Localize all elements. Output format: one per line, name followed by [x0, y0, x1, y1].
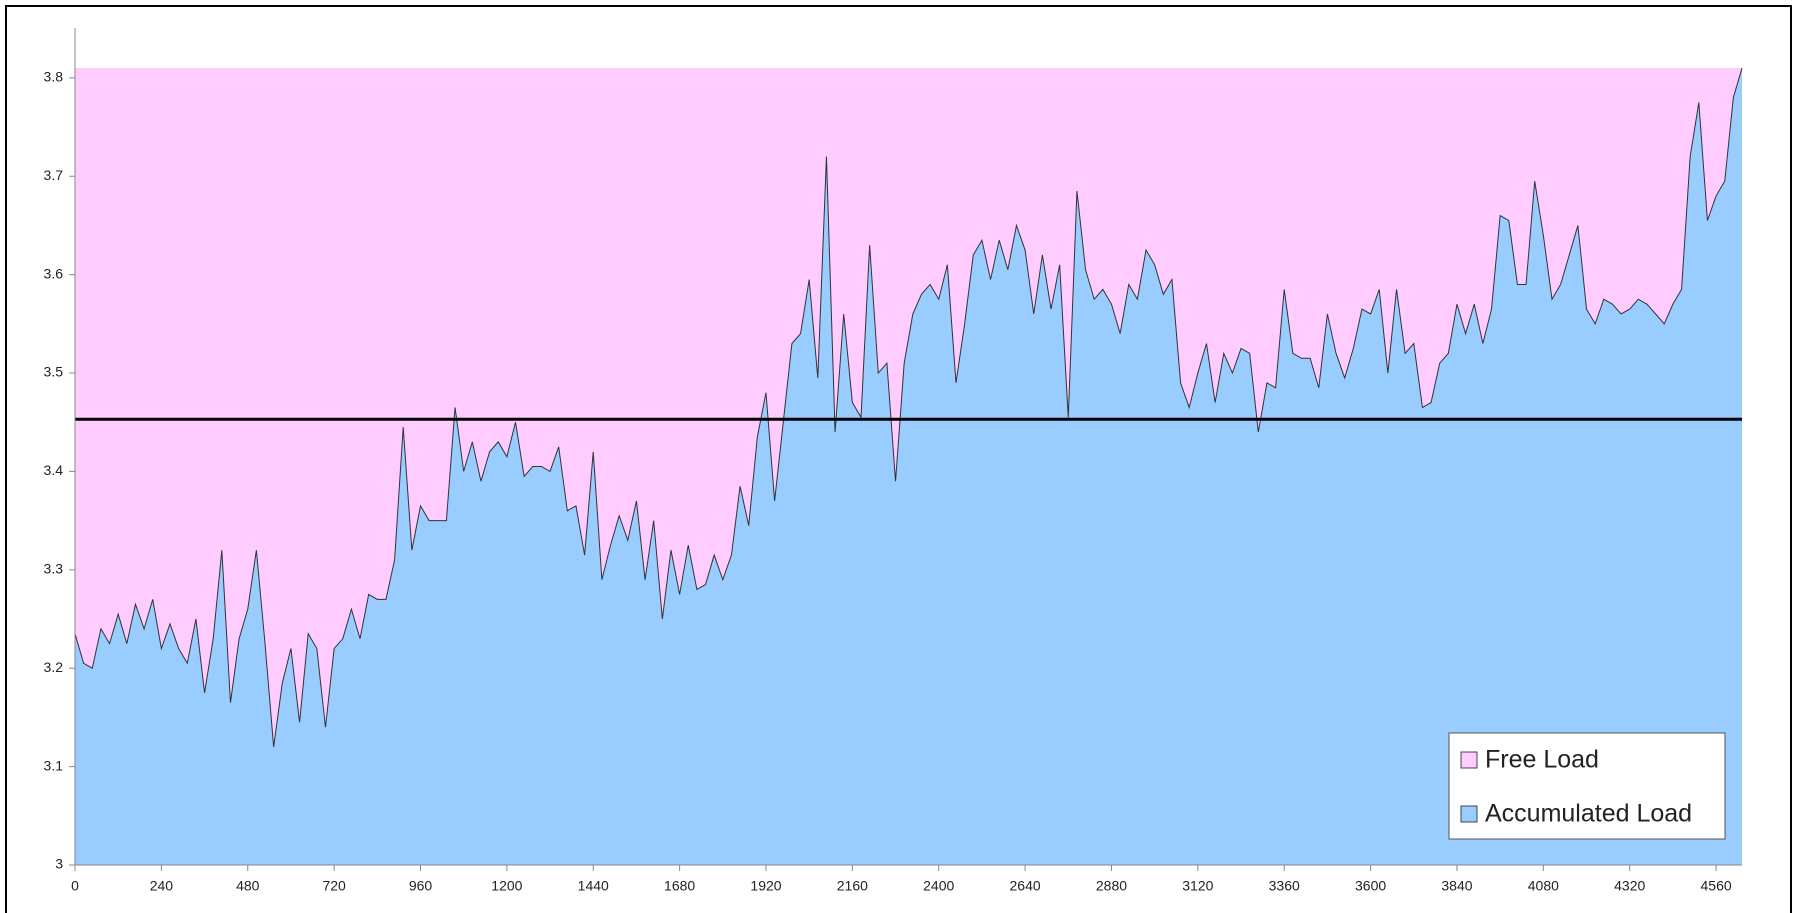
y-tick-label: 3.4	[44, 462, 64, 478]
y-tick-label: 3.8	[44, 69, 64, 85]
legend: Free Load Accumulated Load	[1448, 732, 1726, 840]
x-tick-label: 3600	[1355, 878, 1386, 894]
y-tick-label: 3.1	[44, 757, 64, 773]
frame	[5, 5, 1792, 913]
x-tick-label: 3360	[1269, 878, 1300, 894]
x-tick-label: 2160	[837, 878, 868, 894]
x-tick-label: 3120	[1182, 878, 1213, 894]
x-tick-label: 4080	[1528, 878, 1559, 894]
legend-label: Accumulated Load	[1485, 800, 1692, 828]
x-tick-label: 2400	[923, 878, 954, 894]
y-tick-label: 3.2	[44, 659, 64, 675]
y-tick-label: 3.3	[44, 561, 64, 577]
y-tick-label: 3	[55, 856, 63, 872]
x-tick-label: 1440	[578, 878, 609, 894]
x-tick-label: 4320	[1614, 878, 1645, 894]
x-tick-label: 2640	[1010, 878, 1041, 894]
x-tick-label: 3840	[1441, 878, 1472, 894]
x-tick-label: 720	[322, 878, 346, 894]
legend-label: Free Load	[1485, 746, 1599, 774]
x-tick-label: 1680	[664, 878, 695, 894]
x-tick-label: 480	[236, 878, 260, 894]
y-tick-label: 3.5	[44, 364, 64, 380]
accumulated-load-area	[75, 68, 1742, 865]
legend-box	[1448, 732, 1726, 840]
x-tick-label: 0	[71, 878, 79, 894]
legend-swatch	[1460, 805, 1478, 823]
x-tick-label: 960	[409, 878, 433, 894]
x-tick-label: 1920	[750, 878, 781, 894]
x-tick-label: 1200	[491, 878, 522, 894]
x-tick-label: 240	[150, 878, 174, 894]
y-tick-label: 3.6	[44, 265, 64, 281]
accumulated-load-line	[74, 67, 1743, 747]
x-tick-label: 2880	[1096, 878, 1127, 894]
y-tick-label: 3.7	[44, 167, 64, 183]
legend-swatch	[1460, 751, 1478, 769]
x-tick-label: 4560	[1701, 878, 1732, 894]
